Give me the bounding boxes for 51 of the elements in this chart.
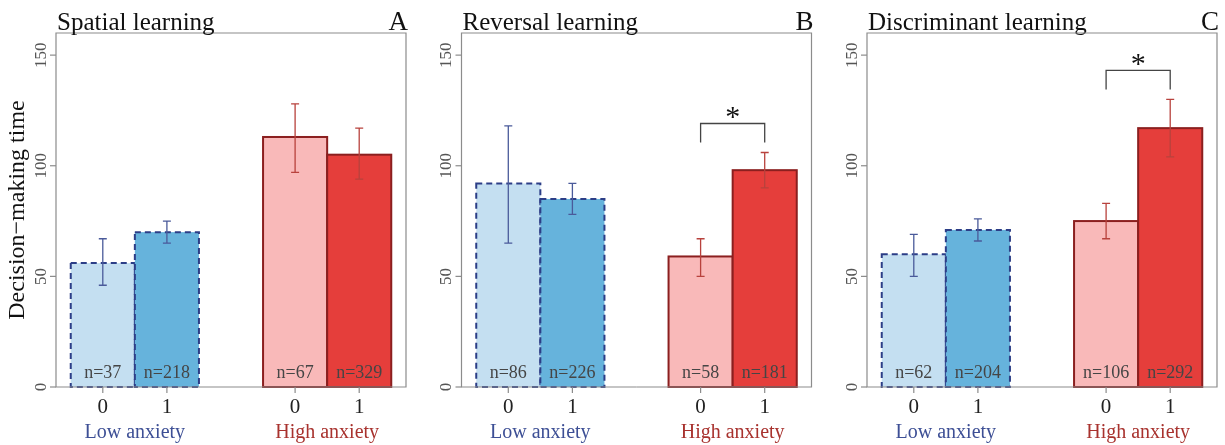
y-tick-label: 150 (841, 42, 861, 68)
y-tick-label: 0 (30, 382, 50, 392)
chart-title: Discriminant learning (868, 8, 1088, 35)
y-tick-label: 100 (30, 153, 50, 179)
chart-title: A (388, 6, 409, 36)
x-tick-label: 1 (759, 394, 770, 418)
x-tick-label: 0 (97, 394, 109, 418)
annotation: n=292 (1147, 362, 1194, 382)
x-tick-label: 1 (353, 394, 365, 418)
x-axis-title: Low anxiety (84, 420, 186, 443)
annotation: n=62 (895, 362, 933, 382)
x-tick-label: 0 (695, 394, 706, 418)
x-axis-title: High anxiety (1086, 420, 1191, 443)
y-tick-label: 0 (841, 382, 861, 392)
annotation: n=204 (954, 362, 1001, 382)
x-tick-label: 1 (972, 394, 984, 418)
x-tick-label: 0 (289, 394, 301, 418)
x-axis-title: High anxiety (680, 420, 785, 443)
y-axis-title: Decision−making time (2, 100, 29, 320)
x-axis-title: Low anxiety (490, 420, 591, 443)
chart-title: B (795, 6, 814, 36)
annotation: n=329 (336, 362, 383, 382)
y-tick-label: 150 (30, 42, 50, 68)
y-tick-label: 0 (436, 382, 456, 392)
annotation: * (725, 99, 741, 133)
annotation: n=86 (489, 362, 527, 382)
y-tick-label: 50 (30, 267, 50, 285)
annotation: n=58 (682, 362, 720, 382)
chart-title: Spatial learning (57, 8, 216, 35)
annotation: n=67 (276, 362, 314, 382)
annotation: * (1130, 46, 1146, 80)
y-tick-label: 50 (841, 267, 861, 285)
x-tick-label: 0 (503, 394, 514, 418)
annotation: n=181 (741, 362, 788, 382)
annotation: n=226 (549, 362, 596, 382)
y-tick-label: 150 (436, 42, 456, 68)
y-tick-label: 100 (841, 153, 861, 179)
x-axis-title: Low anxiety (895, 420, 997, 443)
annotation: n=37 (84, 362, 122, 382)
x-axis-title: High anxiety (275, 420, 380, 443)
y-tick-label: 50 (436, 267, 456, 285)
x-tick-label: 1 (1164, 394, 1176, 418)
annotation: n=218 (143, 362, 190, 382)
x-tick-label: 1 (161, 394, 173, 418)
annotation: n=106 (1083, 362, 1130, 382)
chart-title: C (1200, 6, 1219, 36)
x-tick-label: 0 (1100, 394, 1112, 418)
x-tick-label: 0 (908, 394, 920, 418)
chart-title: Reversal learning (462, 8, 639, 35)
y-tick-label: 100 (436, 153, 456, 179)
x-tick-label: 1 (567, 394, 578, 418)
